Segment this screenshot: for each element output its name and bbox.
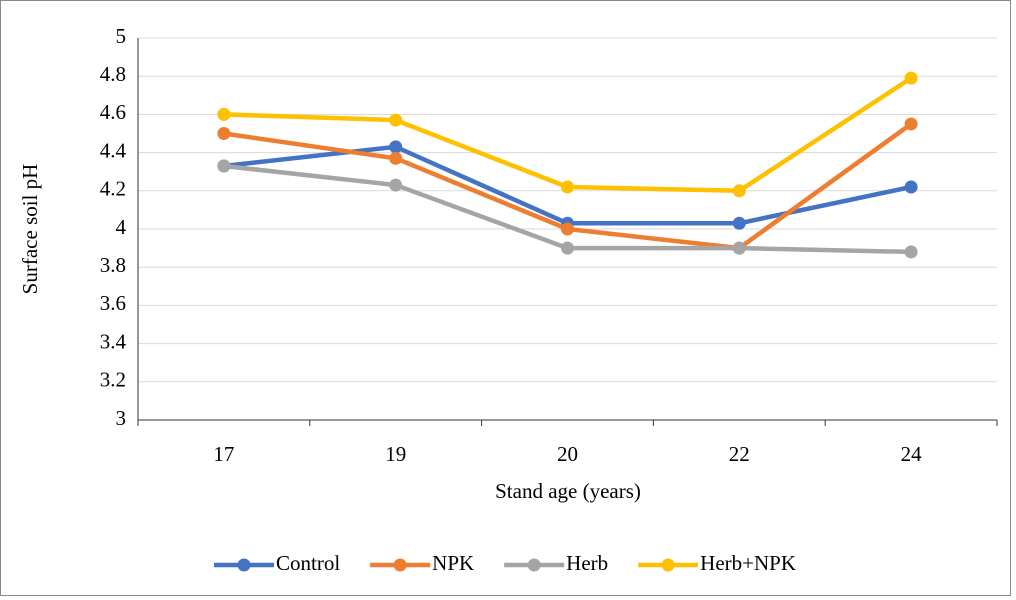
series-marker <box>732 184 746 198</box>
y-tick-label: 3 <box>116 406 127 430</box>
x-tick-label: 20 <box>557 442 578 466</box>
series-marker <box>561 222 574 236</box>
x-axis-title: Stand age (years) <box>495 479 641 503</box>
series-marker <box>904 117 918 131</box>
x-tick-label: 19 <box>385 442 406 466</box>
legend: Control NPK Herb Herb+NPK <box>213 551 796 575</box>
y-tick-label: 3.8 <box>100 253 126 277</box>
legend-label: NPK <box>432 551 474 575</box>
series-marker <box>561 180 574 194</box>
y-tick-label: 4.4 <box>100 138 127 162</box>
legend-marker <box>661 558 675 572</box>
series-marker <box>389 140 403 154</box>
legend-marker <box>393 558 407 572</box>
y-tick-label: 5 <box>116 24 127 48</box>
y-tick-label: 4 <box>116 215 127 239</box>
series-marker <box>732 216 746 230</box>
x-tick-label: 22 <box>729 442 750 466</box>
y-tick-label: 3.2 <box>100 368 126 392</box>
legend-marker <box>527 558 541 572</box>
series-marker <box>904 245 918 259</box>
legend-label: Herb <box>566 551 608 575</box>
series-marker <box>732 241 746 255</box>
series-marker <box>217 107 231 121</box>
legend-marker <box>237 558 251 572</box>
legend-label: Herb+NPK <box>700 551 796 575</box>
y-tick-label: 4.8 <box>100 62 126 86</box>
series-marker <box>389 151 403 165</box>
series-marker <box>904 71 918 85</box>
y-tick-label: 4.6 <box>100 100 126 124</box>
x-tick-label: 24 <box>901 442 923 466</box>
legend-label: Control <box>276 551 340 575</box>
y-tick-label: 3.6 <box>100 291 126 315</box>
series-marker <box>561 241 574 255</box>
series-marker <box>389 113 403 127</box>
series-marker <box>389 178 403 192</box>
y-tick-label: 4.2 <box>100 177 126 201</box>
series-marker <box>217 159 231 173</box>
series-marker <box>904 180 918 194</box>
x-tick-label: 17 <box>213 442 234 466</box>
series-marker <box>217 127 231 140</box>
y-axis-title: Surface soil pH <box>18 164 42 295</box>
y-tick-label: 3.4 <box>100 329 127 353</box>
